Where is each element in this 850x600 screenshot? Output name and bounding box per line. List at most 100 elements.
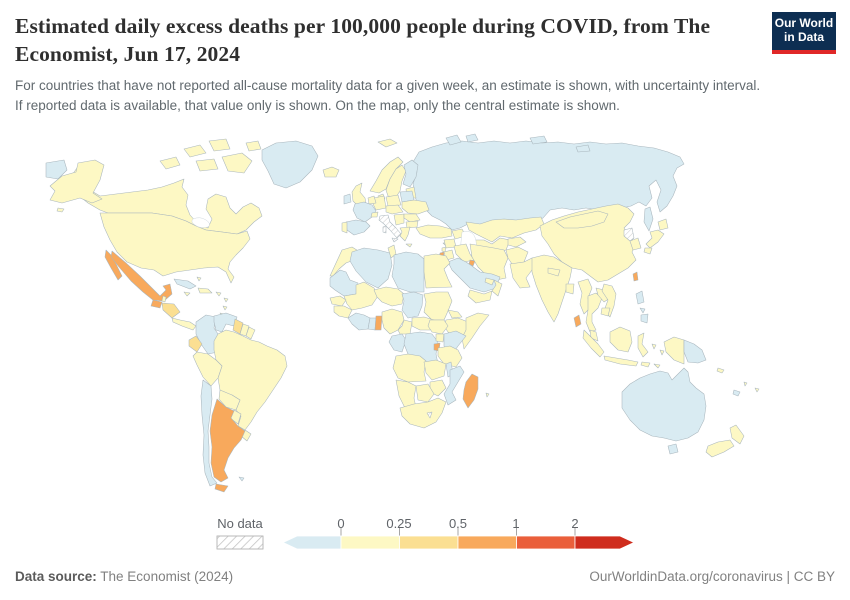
legend-segment-high[interactable] [457, 535, 517, 550]
country-south-korea[interactable] [629, 237, 642, 251]
country-togo-benin[interactable] [374, 315, 383, 331]
country-united-kingdom[interactable] [351, 182, 367, 207]
country-french-guiana[interactable] [245, 326, 256, 340]
country-new-caledonia[interactable] [732, 389, 741, 397]
country-vanuatu[interactable] [743, 381, 748, 387]
country-venezuela[interactable] [213, 312, 238, 333]
country-jamaica[interactable] [183, 291, 191, 297]
country-indonesia-west-new-guinea[interactable] [663, 336, 685, 365]
legend-no-data-swatch[interactable] [216, 535, 264, 550]
country-cambodia[interactable] [600, 307, 611, 317]
country-mexico[interactable] [110, 250, 173, 302]
country-saudi-arabia[interactable] [447, 257, 501, 293]
country-italy-sardinia[interactable] [382, 225, 387, 234]
country-egypt[interactable] [423, 253, 453, 289]
country-sri-lanka[interactable] [573, 314, 582, 328]
country-russia-islands[interactable] [529, 135, 548, 145]
country-puerto-rico[interactable] [215, 291, 222, 297]
country-yemen[interactable] [467, 289, 493, 304]
country-indonesia-lesser-sunda[interactable] [640, 361, 651, 368]
country-chad[interactable] [401, 291, 424, 319]
country-poland[interactable] [385, 194, 402, 207]
country-netherlands-belgium[interactable] [367, 195, 377, 205]
country-indonesia-sumatra[interactable] [582, 329, 605, 358]
country-austria-czech-hungary[interactable] [385, 204, 404, 215]
country-finland[interactable] [402, 159, 419, 188]
country-philippines-visayas[interactable] [639, 307, 646, 314]
country-algeria[interactable] [349, 247, 393, 289]
country-bulgaria[interactable] [405, 220, 419, 229]
country-tierra-del-fuego[interactable] [214, 483, 229, 493]
legend-segment-highest[interactable] [574, 535, 635, 550]
country-lebanon[interactable] [441, 246, 447, 253]
country-ukraine[interactable] [401, 199, 430, 215]
country-japan-kyushu[interactable] [643, 247, 653, 255]
owid-logo[interactable]: Our World in Data [772, 12, 836, 54]
country-balkans[interactable] [393, 213, 405, 226]
country-madagascar[interactable] [462, 373, 479, 409]
country-bahamas[interactable] [196, 276, 202, 282]
country-canada-baffin[interactable] [221, 152, 253, 174]
country-greenland[interactable] [261, 140, 319, 189]
country-new-zealand-north[interactable] [729, 424, 745, 445]
country-uganda[interactable] [435, 333, 445, 343]
country-russia-wrangel[interactable] [575, 144, 591, 153]
country-uae-qatar[interactable] [484, 277, 495, 286]
country-oman[interactable] [491, 279, 503, 297]
country-italy-sicily[interactable] [391, 237, 399, 243]
country-pakistan[interactable] [509, 257, 539, 289]
footer-link[interactable]: OurWorldinData.org/coronavirus [589, 569, 783, 584]
country-fiji[interactable] [754, 387, 760, 393]
country-argentina[interactable] [209, 398, 246, 483]
country-thailand[interactable] [585, 292, 603, 333]
country-new-zealand-south[interactable] [705, 439, 735, 458]
country-indonesia-sulawesi[interactable] [637, 332, 649, 358]
country-sudan[interactable] [423, 291, 453, 321]
country-canada-arctic[interactable] [183, 144, 207, 158]
country-angola[interactable] [392, 353, 427, 383]
country-canada-arctic[interactable] [195, 158, 219, 172]
country-nepal[interactable] [547, 267, 561, 277]
country-switzerland[interactable] [370, 211, 379, 218]
country-ecuador[interactable] [188, 335, 203, 353]
country-kazakhstan[interactable] [465, 216, 545, 243]
country-iceland[interactable] [322, 166, 340, 178]
country-senegal[interactable] [329, 295, 347, 307]
country-botswana[interactable] [415, 383, 435, 403]
country-russia-islands[interactable] [465, 133, 479, 143]
country-eritrea[interactable] [447, 309, 463, 319]
country-indonesia-borneo[interactable] [609, 326, 633, 353]
country-hispaniola[interactable] [197, 287, 213, 294]
country-namibia[interactable] [395, 379, 417, 411]
country-niger[interactable] [373, 286, 405, 307]
country-spain[interactable] [345, 219, 371, 236]
country-iran[interactable] [469, 243, 509, 281]
country-lesser-antilles[interactable] [223, 297, 229, 303]
country-north-korea[interactable] [623, 227, 635, 242]
country-indonesia-maluku[interactable] [659, 349, 665, 356]
country-russia-novaya-zemlya[interactable] [445, 134, 462, 146]
country-belize[interactable] [161, 295, 167, 303]
country-somalia[interactable] [461, 312, 490, 350]
country-japan-hokkaido[interactable] [657, 218, 669, 231]
country-kuwait[interactable] [468, 259, 476, 267]
country-indonesia-lesser-sunda[interactable] [653, 363, 661, 369]
country-france[interactable] [352, 201, 377, 223]
country-russia-sakhalin[interactable] [643, 206, 654, 232]
country-lesotho[interactable] [426, 411, 433, 419]
country-solomon-islands[interactable] [716, 367, 725, 374]
country-south-sudan[interactable] [427, 319, 449, 335]
country-papua-new-guinea[interactable] [683, 339, 707, 364]
country-usa[interactable] [99, 212, 251, 284]
country-chile[interactable] [200, 379, 218, 487]
country-japan-honshu[interactable] [645, 229, 665, 249]
country-tanzania[interactable] [437, 345, 463, 368]
country-costa-rica-panama[interactable] [171, 317, 197, 331]
country-svalbard[interactable] [377, 138, 398, 148]
country-australia[interactable] [621, 367, 707, 442]
country-mozambique[interactable] [443, 365, 465, 406]
country-south-africa[interactable] [399, 397, 447, 429]
country-usa-alaska[interactable] [49, 159, 105, 204]
country-bangladesh[interactable] [565, 283, 575, 295]
country-gabon-congo[interactable] [388, 333, 407, 353]
